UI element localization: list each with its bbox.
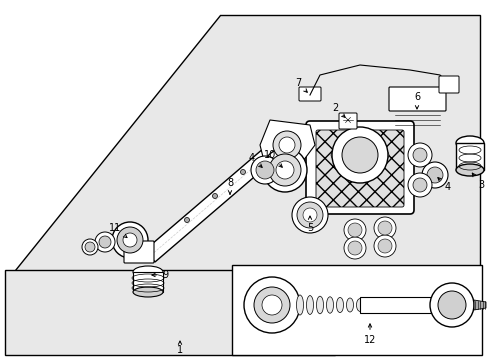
- Text: 6: 6: [413, 92, 419, 109]
- Text: 11: 11: [109, 223, 127, 238]
- Text: 5: 5: [306, 216, 312, 233]
- Circle shape: [355, 136, 363, 144]
- Circle shape: [279, 137, 294, 153]
- Circle shape: [380, 151, 388, 159]
- Text: 2: 2: [331, 103, 345, 117]
- Circle shape: [99, 236, 111, 248]
- Text: 9: 9: [152, 270, 168, 280]
- Ellipse shape: [455, 164, 483, 176]
- Polygon shape: [473, 300, 485, 310]
- Bar: [5, 270, 334, 355]
- Ellipse shape: [296, 295, 303, 315]
- Bar: [455, 143, 483, 170]
- Circle shape: [250, 156, 279, 184]
- FancyBboxPatch shape: [338, 113, 356, 129]
- Circle shape: [334, 158, 342, 166]
- Circle shape: [272, 131, 301, 159]
- Circle shape: [341, 137, 377, 173]
- Circle shape: [334, 144, 342, 152]
- FancyBboxPatch shape: [124, 241, 154, 263]
- Circle shape: [244, 277, 299, 333]
- Circle shape: [412, 148, 426, 162]
- Ellipse shape: [455, 136, 483, 150]
- Circle shape: [85, 242, 95, 252]
- Circle shape: [373, 235, 395, 257]
- Circle shape: [291, 197, 327, 233]
- Circle shape: [437, 291, 465, 319]
- Circle shape: [377, 144, 385, 152]
- Circle shape: [275, 161, 293, 179]
- Circle shape: [240, 170, 245, 175]
- Circle shape: [412, 178, 426, 192]
- Bar: [359, 297, 439, 313]
- Text: 4: 4: [437, 177, 450, 192]
- Text: 12: 12: [363, 324, 375, 345]
- Text: 1: 1: [177, 341, 183, 355]
- Circle shape: [263, 148, 306, 192]
- Circle shape: [117, 227, 142, 253]
- Polygon shape: [260, 120, 314, 165]
- Ellipse shape: [326, 297, 333, 313]
- Circle shape: [212, 194, 217, 198]
- Text: 10: 10: [264, 150, 282, 167]
- FancyBboxPatch shape: [388, 87, 445, 111]
- Ellipse shape: [316, 296, 323, 314]
- FancyBboxPatch shape: [315, 130, 403, 207]
- Circle shape: [112, 222, 148, 258]
- Circle shape: [355, 166, 363, 174]
- FancyBboxPatch shape: [305, 121, 413, 214]
- Circle shape: [343, 164, 351, 172]
- Text: 7: 7: [294, 78, 306, 92]
- Ellipse shape: [306, 296, 313, 314]
- Circle shape: [429, 283, 473, 327]
- Circle shape: [256, 161, 273, 179]
- Circle shape: [343, 237, 365, 259]
- Ellipse shape: [133, 266, 163, 278]
- Circle shape: [368, 138, 376, 146]
- Ellipse shape: [133, 287, 163, 297]
- Bar: [133, 272, 163, 292]
- Circle shape: [426, 167, 442, 183]
- Circle shape: [368, 164, 376, 172]
- Circle shape: [343, 219, 365, 241]
- Circle shape: [95, 232, 115, 252]
- FancyBboxPatch shape: [438, 76, 458, 93]
- Bar: [231, 265, 481, 355]
- Circle shape: [330, 151, 338, 159]
- Circle shape: [123, 233, 137, 247]
- Circle shape: [377, 221, 391, 235]
- Circle shape: [296, 202, 323, 228]
- Polygon shape: [15, 15, 479, 330]
- Text: 3: 3: [471, 173, 483, 190]
- Circle shape: [407, 173, 431, 197]
- Ellipse shape: [336, 297, 343, 312]
- Circle shape: [268, 154, 301, 186]
- Ellipse shape: [346, 298, 353, 312]
- Circle shape: [262, 295, 282, 315]
- Circle shape: [331, 127, 387, 183]
- Circle shape: [303, 208, 316, 222]
- Polygon shape: [145, 130, 294, 262]
- Circle shape: [343, 138, 351, 146]
- Text: 8: 8: [226, 178, 233, 194]
- Circle shape: [253, 287, 289, 323]
- Circle shape: [377, 158, 385, 166]
- Circle shape: [82, 239, 98, 255]
- Ellipse shape: [356, 298, 363, 311]
- Circle shape: [377, 239, 391, 253]
- Circle shape: [421, 162, 447, 188]
- Circle shape: [347, 223, 361, 237]
- Circle shape: [184, 217, 189, 222]
- Circle shape: [407, 143, 431, 167]
- Circle shape: [347, 241, 361, 255]
- Text: 4: 4: [248, 153, 262, 167]
- Circle shape: [373, 217, 395, 239]
- FancyBboxPatch shape: [298, 87, 320, 101]
